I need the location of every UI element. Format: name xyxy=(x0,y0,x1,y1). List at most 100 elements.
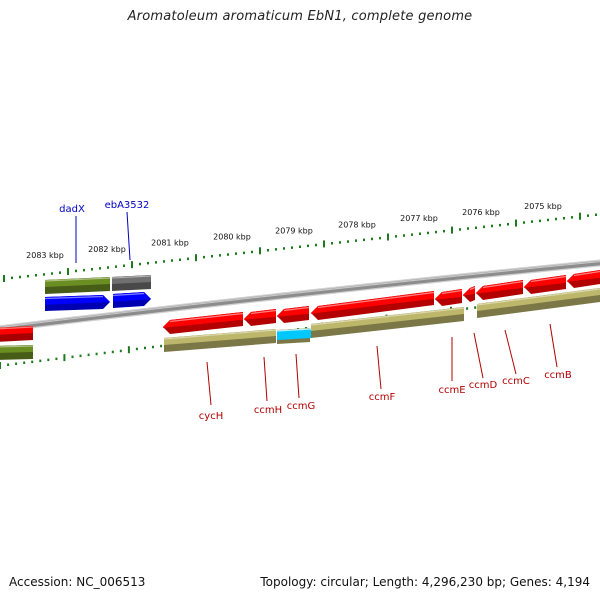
cds-ccmh-gloss xyxy=(250,309,277,315)
scale-tick-upper xyxy=(19,275,21,279)
scale-tick-upper xyxy=(139,262,141,266)
scale-tick-upper xyxy=(475,226,477,229)
scale-label: 2077 kbp xyxy=(400,214,438,223)
gene-cych-ccmh-gloss xyxy=(163,329,277,340)
scale-tick-upper xyxy=(531,220,533,223)
scale-tick-lower xyxy=(63,354,66,362)
scale-label: 2078 kbp xyxy=(338,220,376,229)
scale-tick-upper xyxy=(363,238,365,242)
map-title: Aromatoleum aromaticum EbN1, complete ge… xyxy=(127,9,473,24)
backbone-highlight xyxy=(0,260,600,328)
scale-tick-lower xyxy=(47,358,50,362)
scale-tick-lower xyxy=(127,346,130,354)
scale-tick-upper xyxy=(51,272,53,275)
scale-tick-upper xyxy=(195,254,197,262)
scale-tick-upper xyxy=(387,233,389,241)
scale-tick-upper xyxy=(251,250,253,254)
scale-tick-upper xyxy=(395,235,397,238)
scale-tick-upper xyxy=(99,267,101,270)
scale-tick-lower xyxy=(71,355,74,359)
cds-ccmb-gloss xyxy=(530,275,567,283)
scale-tick-upper xyxy=(331,242,333,245)
scale-tick-upper xyxy=(483,225,485,229)
scale-tick-upper xyxy=(211,255,213,258)
scale-tick-upper xyxy=(259,247,261,255)
cds-edge-right-gloss xyxy=(573,270,600,277)
scale-tick-upper xyxy=(179,258,181,261)
scale-tick-upper xyxy=(491,224,493,228)
scale-tick-upper xyxy=(235,252,237,255)
gene-dadx-face xyxy=(45,277,110,287)
scale-tick-upper xyxy=(83,268,85,272)
scale-label: 2081 kbp xyxy=(151,239,189,248)
leader-line-eba3532 xyxy=(126,211,131,261)
genome-backbone xyxy=(0,260,600,332)
gene-edge-left-gloss xyxy=(0,345,34,348)
scale-tick-upper xyxy=(355,239,357,242)
gene-dadx-gloss xyxy=(44,277,111,282)
gene-label-ccmf: ccmF xyxy=(369,392,396,403)
scale-tick-upper xyxy=(451,226,453,234)
scale-tick-lower xyxy=(144,346,146,350)
scale-tick-lower xyxy=(7,363,10,366)
scale-tick-upper xyxy=(427,231,429,235)
scale-label: 2082 kbp xyxy=(88,245,126,254)
scale-tick-lower xyxy=(15,362,18,365)
scale-tick-upper xyxy=(371,237,373,241)
scale-tick-upper xyxy=(571,216,573,219)
cds-eba3532-gloss xyxy=(112,292,145,297)
scale-tick-lower xyxy=(160,344,163,348)
gene-label-ccmd: ccmD xyxy=(469,380,498,391)
scale-tick-upper xyxy=(91,268,93,271)
scale-tick-upper xyxy=(75,269,77,273)
scale-label: 2076 kbp xyxy=(462,208,500,217)
scale-tick-upper xyxy=(547,218,549,222)
scale-tick-upper xyxy=(307,244,309,248)
scale-label: 2083 kbp xyxy=(26,251,64,260)
cds-ccmf-gloss xyxy=(317,291,435,309)
scale-tick-upper xyxy=(203,255,205,259)
scale-tick-upper xyxy=(131,261,133,269)
scale-tick-upper xyxy=(123,264,125,267)
scale-tick-upper xyxy=(507,223,509,226)
scale-tick-upper xyxy=(3,275,5,282)
cds-ccmc-gloss xyxy=(482,280,524,289)
scale-tick-upper xyxy=(579,212,581,220)
scale-tick-upper xyxy=(403,234,405,237)
gene-cych-ccmh-face xyxy=(164,329,276,345)
leader-line-cych xyxy=(206,361,212,406)
gene-label-ccmb: ccmB xyxy=(544,370,572,381)
scale-tick-upper xyxy=(227,253,229,256)
scale-tick-upper xyxy=(411,233,413,236)
scale-tick-upper xyxy=(219,254,221,257)
cds-ccmg-gloss xyxy=(283,306,310,312)
leader-line-ccmg xyxy=(295,353,300,399)
scale-tick-upper xyxy=(379,236,381,240)
scale-tick-lower xyxy=(474,306,477,309)
scale-tick-upper xyxy=(555,217,557,221)
scale-tick-lower xyxy=(39,359,42,363)
scale-tick-lower xyxy=(152,345,154,349)
scale-tick-upper xyxy=(515,219,517,227)
accession-label: Accession: NC_006513 xyxy=(9,575,146,589)
scale-tick-upper xyxy=(435,230,437,234)
scale-tick-lower xyxy=(23,361,26,364)
scale-tick-lower xyxy=(87,353,90,357)
scale-tick-lower xyxy=(55,357,58,361)
gene-label-dadx: dadX xyxy=(59,204,85,215)
scale-tick-upper xyxy=(11,276,13,280)
misc-feature-gloss xyxy=(276,328,312,332)
scale-tick-lower xyxy=(111,350,114,354)
scale-tick-upper xyxy=(563,217,565,220)
scale-tick-upper xyxy=(155,261,157,264)
scale-tick-lower xyxy=(103,351,106,355)
scale-tick-upper xyxy=(275,248,277,251)
scale-tick-upper xyxy=(43,273,45,276)
leader-line-ccmd xyxy=(473,332,484,379)
gene-label-ccme: ccmE xyxy=(438,385,465,396)
misc-feature-ccmg xyxy=(277,329,311,340)
gene-label-ccmh: ccmH xyxy=(254,405,282,416)
scale-tick-upper xyxy=(67,268,69,276)
scale-tick-upper xyxy=(283,247,285,250)
